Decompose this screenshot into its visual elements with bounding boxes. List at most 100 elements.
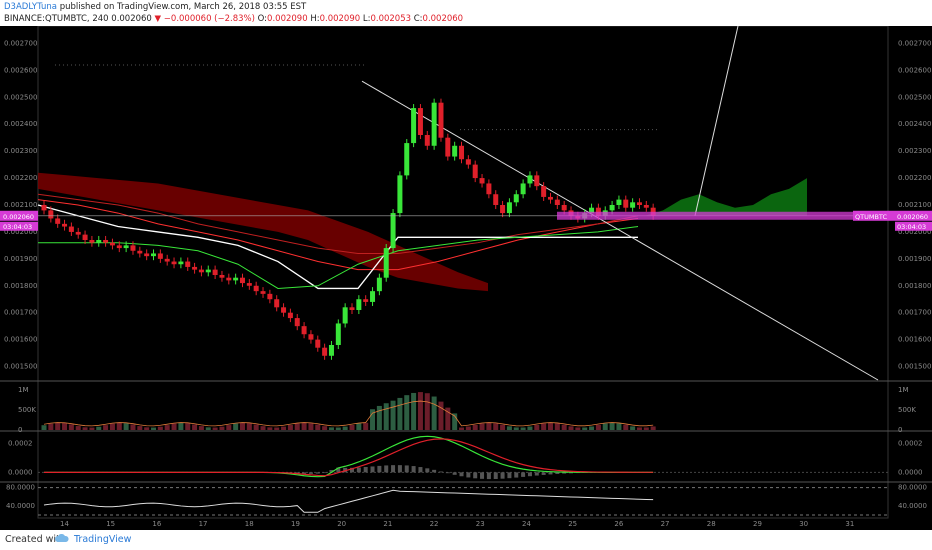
candle-body bbox=[62, 223, 68, 227]
y-tick-label-left: 0.001600 bbox=[4, 336, 37, 344]
candle-body bbox=[479, 178, 485, 184]
candle-body bbox=[287, 312, 293, 319]
open-value: 0.002090 bbox=[267, 14, 308, 24]
candle-body bbox=[520, 183, 526, 195]
volume-bar bbox=[452, 413, 458, 430]
candle-body bbox=[294, 318, 300, 327]
macd-histogram-bar bbox=[391, 465, 396, 473]
publish-info: published on TradingView.com, March 26, … bbox=[59, 2, 307, 12]
volume-bar bbox=[541, 423, 547, 430]
trend-line-up bbox=[694, 26, 739, 216]
plot-border bbox=[37, 26, 889, 519]
volume-bar bbox=[513, 427, 519, 430]
macd-histogram-bar bbox=[418, 467, 423, 473]
candle-body bbox=[75, 231, 81, 235]
author-link[interactable]: D3ADLYTuna bbox=[4, 2, 57, 12]
candle-body bbox=[171, 261, 177, 265]
volume-bar bbox=[417, 392, 423, 430]
close-value: 0.002060 bbox=[422, 14, 464, 24]
candle-body bbox=[630, 202, 636, 208]
macd-histogram-bar bbox=[500, 472, 505, 479]
y-tick-label-left: 0.002600 bbox=[4, 66, 37, 74]
close-label: C: bbox=[413, 14, 423, 24]
candle-body bbox=[363, 299, 369, 302]
volume-bar bbox=[342, 426, 348, 430]
candle-body bbox=[465, 159, 471, 165]
volume-bar bbox=[643, 427, 649, 430]
y-tick-label-right: 0.002300 bbox=[898, 147, 931, 155]
macd-histogram-bar bbox=[459, 472, 464, 477]
volume-tick-right: 1M bbox=[898, 386, 909, 394]
volume-bar bbox=[554, 423, 560, 430]
macd-histogram-bar bbox=[445, 472, 450, 474]
osc-tick-left: 40.0000 bbox=[6, 502, 35, 510]
x-tick-label: 21 bbox=[383, 520, 392, 528]
volume-bar bbox=[500, 424, 506, 430]
volume-bar bbox=[185, 423, 191, 430]
chart-footer: Created with TradingView bbox=[0, 530, 932, 550]
volume-bar bbox=[62, 423, 68, 430]
volume-bar bbox=[575, 427, 581, 430]
bear-cloud bbox=[38, 172, 488, 292]
chart-header: D3ADLYTuna published on TradingView.com,… bbox=[0, 0, 932, 26]
volume-bar bbox=[287, 425, 293, 430]
countdown-right-bg bbox=[895, 221, 932, 231]
tradingview-logo-icon bbox=[55, 534, 69, 542]
price-chart[interactable]: 0.002700 0.002700 0.002600 0.002600 0.002500… bbox=[0, 26, 932, 530]
volume-bar bbox=[205, 427, 211, 430]
x-tick-label: 29 bbox=[753, 520, 762, 528]
osc-tick-right: 80.0000 bbox=[898, 484, 927, 492]
y-tick-label-right: 0.002100 bbox=[898, 201, 931, 209]
candle-body bbox=[500, 205, 506, 214]
volume-bar bbox=[520, 427, 526, 430]
volume-bar bbox=[568, 426, 574, 430]
candle-body bbox=[315, 339, 321, 348]
last-price: 0.002060 bbox=[111, 14, 152, 24]
x-tick-label: 14 bbox=[60, 520, 69, 528]
volume-bar bbox=[103, 425, 109, 430]
candle-body bbox=[123, 245, 129, 249]
volume-bar bbox=[589, 426, 595, 430]
volume-bar bbox=[383, 403, 389, 430]
candle-body bbox=[445, 137, 451, 157]
volume-bar bbox=[315, 424, 321, 430]
macd-histogram-bar bbox=[302, 472, 307, 474]
volume-bar bbox=[582, 427, 588, 430]
volume-bar bbox=[164, 425, 170, 430]
symbol-name: BINANCE:QTUMBTC, 240 bbox=[4, 14, 109, 24]
macd-histogram-bar bbox=[569, 472, 574, 474]
volume-bar bbox=[178, 422, 184, 430]
y-tick-label-right: 0.002500 bbox=[898, 93, 931, 101]
volume-bar bbox=[109, 423, 115, 430]
x-tick-label: 22 bbox=[430, 520, 439, 528]
volume-bar bbox=[267, 427, 273, 430]
candle-body bbox=[383, 248, 389, 278]
macd-histogram-bar bbox=[411, 466, 416, 473]
volume-bar bbox=[294, 423, 300, 430]
y-tick-label-right: 0.001800 bbox=[898, 282, 931, 290]
candle-body bbox=[411, 108, 417, 144]
open-label: O: bbox=[257, 14, 268, 24]
candle-body bbox=[534, 175, 540, 187]
y-tick-label-left: 0.002000 bbox=[4, 228, 37, 236]
volume-bar bbox=[506, 426, 512, 430]
candle-body bbox=[274, 299, 280, 308]
macd-histogram-bar bbox=[322, 472, 327, 474]
volume-tick-left: 0 bbox=[18, 426, 22, 434]
moving-average bbox=[37, 193, 639, 254]
volume-bar bbox=[650, 426, 656, 430]
macd-histogram-bar bbox=[541, 472, 546, 475]
macd-histogram-bar bbox=[350, 467, 354, 473]
trend-line-down bbox=[361, 80, 879, 381]
y-tick-label-right: 0.001600 bbox=[898, 336, 931, 344]
volume-bar bbox=[281, 426, 287, 430]
candle-body bbox=[390, 213, 396, 249]
candle-body bbox=[397, 175, 403, 214]
x-tick-label: 24 bbox=[522, 520, 531, 528]
volume-bar bbox=[322, 426, 328, 430]
candle-body bbox=[212, 269, 218, 275]
y-tick-label-left: 0.001800 bbox=[4, 282, 37, 290]
tradingview-brand[interactable]: TradingView bbox=[74, 534, 132, 545]
candle-body bbox=[431, 102, 437, 146]
candle-body bbox=[322, 347, 328, 356]
